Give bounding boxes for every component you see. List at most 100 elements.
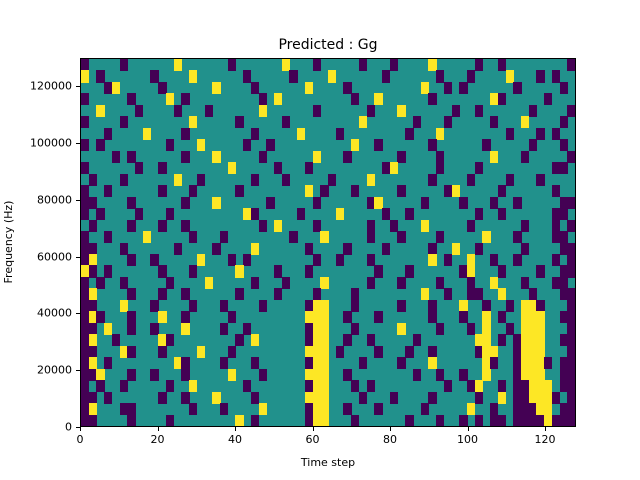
heatmap-cell xyxy=(513,345,522,358)
heatmap-cell xyxy=(165,334,175,347)
heatmap-cell xyxy=(366,380,375,393)
heatmap-cell xyxy=(135,162,144,175)
heatmap-cell xyxy=(428,139,437,152)
heatmap-cell xyxy=(111,334,121,347)
heatmap-cell xyxy=(127,150,136,163)
heatmap-cell xyxy=(474,162,483,175)
heatmap-cell xyxy=(181,150,190,163)
heatmap-cell xyxy=(567,150,575,163)
heatmap-cell xyxy=(320,414,329,426)
heatmap-cell xyxy=(127,403,136,416)
x-axis-label: Time step xyxy=(300,456,356,469)
heatmap-cell xyxy=(281,116,290,129)
heatmap-cell xyxy=(351,185,360,198)
heatmap-cell xyxy=(436,150,445,163)
heatmap-cell xyxy=(351,380,360,393)
heatmap-cell xyxy=(189,185,198,198)
heatmap-cell xyxy=(505,70,514,83)
heatmap-cell xyxy=(235,288,244,301)
heatmap-cell xyxy=(227,253,236,267)
heatmap-cell xyxy=(497,93,507,106)
heatmap-cell xyxy=(405,265,414,278)
heatmap-cell xyxy=(567,334,575,347)
heatmap-cell xyxy=(436,231,445,244)
heatmap-cell xyxy=(227,59,236,72)
x-tick-label: 60 xyxy=(305,433,320,446)
heatmap-cell xyxy=(528,139,537,152)
heatmap-cell xyxy=(235,265,244,278)
heatmap-cell xyxy=(320,334,329,347)
heatmap-cell xyxy=(459,265,468,278)
heatmap-cell xyxy=(397,185,406,198)
heatmap-cell xyxy=(312,196,321,209)
heatmap-cell xyxy=(181,322,190,335)
heatmap-cell xyxy=(312,311,321,324)
heatmap-cell xyxy=(258,403,267,416)
heatmap-cell xyxy=(513,380,522,393)
heatmap-cell xyxy=(189,299,198,312)
heatmap-cell xyxy=(474,288,483,301)
heatmap-cell xyxy=(505,322,514,335)
heatmap-cell xyxy=(250,242,260,255)
heatmap-cell xyxy=(536,299,545,312)
heatmap-cell xyxy=(88,288,98,301)
heatmap-cell xyxy=(490,253,499,267)
heatmap-cell xyxy=(150,299,159,312)
heatmap-cell xyxy=(567,104,575,117)
heatmap-cell xyxy=(428,357,437,370)
heatmap-cell xyxy=(497,185,507,198)
heatmap-cell xyxy=(81,334,90,347)
heatmap-cell xyxy=(567,299,575,312)
heatmap-cell xyxy=(266,196,275,209)
heatmap-cell xyxy=(397,231,406,244)
heatmap-cell xyxy=(289,231,298,244)
x-tick-mark xyxy=(545,427,546,431)
heatmap-cell xyxy=(459,299,468,312)
heatmap-cell xyxy=(173,242,182,255)
x-tick-label: 80 xyxy=(383,433,397,446)
heatmap-cell xyxy=(551,127,561,140)
heatmap-cell xyxy=(250,208,260,221)
heatmap-cell xyxy=(312,299,321,312)
heatmap-cell xyxy=(127,311,136,324)
y-tick-label: 20000 xyxy=(37,363,72,377)
heatmap-cell xyxy=(304,391,314,404)
heatmap-cell xyxy=(567,59,575,72)
heatmap-cell xyxy=(536,357,545,370)
heatmap-cell xyxy=(428,345,437,358)
heatmap-cell xyxy=(88,357,98,370)
heatmap-cell xyxy=(142,231,152,244)
y-axis-label: Frequency (Hz) xyxy=(2,200,15,284)
heatmap-cell xyxy=(551,70,561,83)
heatmap-cell xyxy=(536,127,545,140)
heatmap-cell xyxy=(536,345,545,358)
heatmap-cell xyxy=(405,208,414,221)
heatmap-cell xyxy=(119,116,128,129)
heatmap-cell xyxy=(343,334,352,347)
heatmap-cell xyxy=(436,322,445,335)
heatmap-cell xyxy=(520,219,530,232)
heatmap-cell xyxy=(335,127,345,140)
heatmap-cell xyxy=(158,334,167,347)
heatmap-cell xyxy=(127,219,136,232)
heatmap-cell xyxy=(81,380,90,393)
heatmap-cell xyxy=(181,357,190,370)
heatmap-cell xyxy=(397,299,406,312)
heatmap-cell xyxy=(520,322,530,335)
heatmap-cell xyxy=(482,345,491,358)
heatmap-cell xyxy=(567,368,575,381)
heatmap-cell xyxy=(544,93,553,106)
heatmap-cell xyxy=(304,311,314,324)
heatmap-cell xyxy=(528,357,537,370)
heatmap-cell xyxy=(528,311,537,324)
plot-area xyxy=(80,58,576,427)
heatmap-cell xyxy=(482,139,491,152)
heatmap-cell xyxy=(520,311,530,324)
heatmap-cell xyxy=(273,219,283,232)
heatmap-cell xyxy=(559,334,568,347)
heatmap-cell xyxy=(520,391,530,404)
heatmap-cell xyxy=(490,150,499,163)
heatmap-cell xyxy=(490,196,499,209)
heatmap-cell xyxy=(88,265,98,278)
heatmap-cell xyxy=(88,311,98,324)
